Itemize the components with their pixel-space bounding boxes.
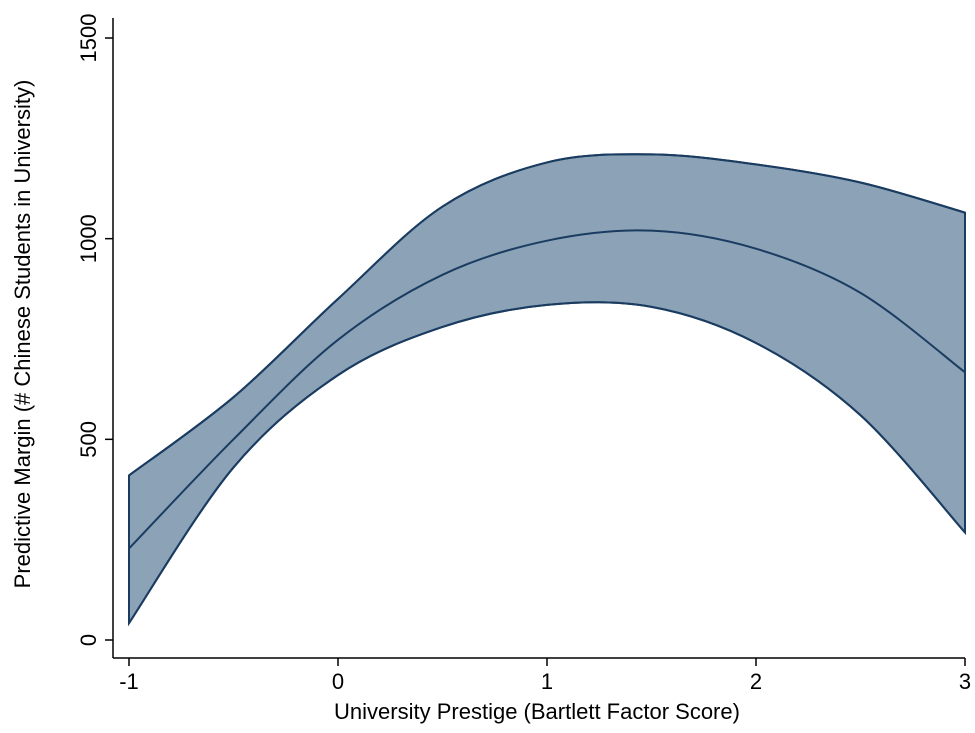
- x-axis-title: University Prestige (Bartlett Factor Sco…: [334, 699, 740, 724]
- axes: -1 0 1 2 3 0 500 1000 1500: [76, 14, 971, 694]
- x-tick-label: 3: [959, 669, 971, 694]
- x-tick-label: 1: [541, 669, 553, 694]
- x-tick-label: -1: [119, 669, 139, 694]
- confidence-band: [128, 153, 966, 627]
- lower-bound-line: [128, 301, 966, 624]
- y-tick-label: 500: [76, 421, 101, 458]
- y-tick-label: 0: [76, 634, 101, 646]
- y-axis-title: Predictive Margin (# Chinese Students in…: [10, 80, 35, 589]
- y-tick-label: 1000: [76, 214, 101, 263]
- upper-bound-line: [128, 153, 966, 477]
- x-tick-label: 0: [332, 669, 344, 694]
- x-tick-label: 2: [750, 669, 762, 694]
- predictive-margin-line: [128, 229, 966, 550]
- y-tick-label: 1500: [76, 14, 101, 63]
